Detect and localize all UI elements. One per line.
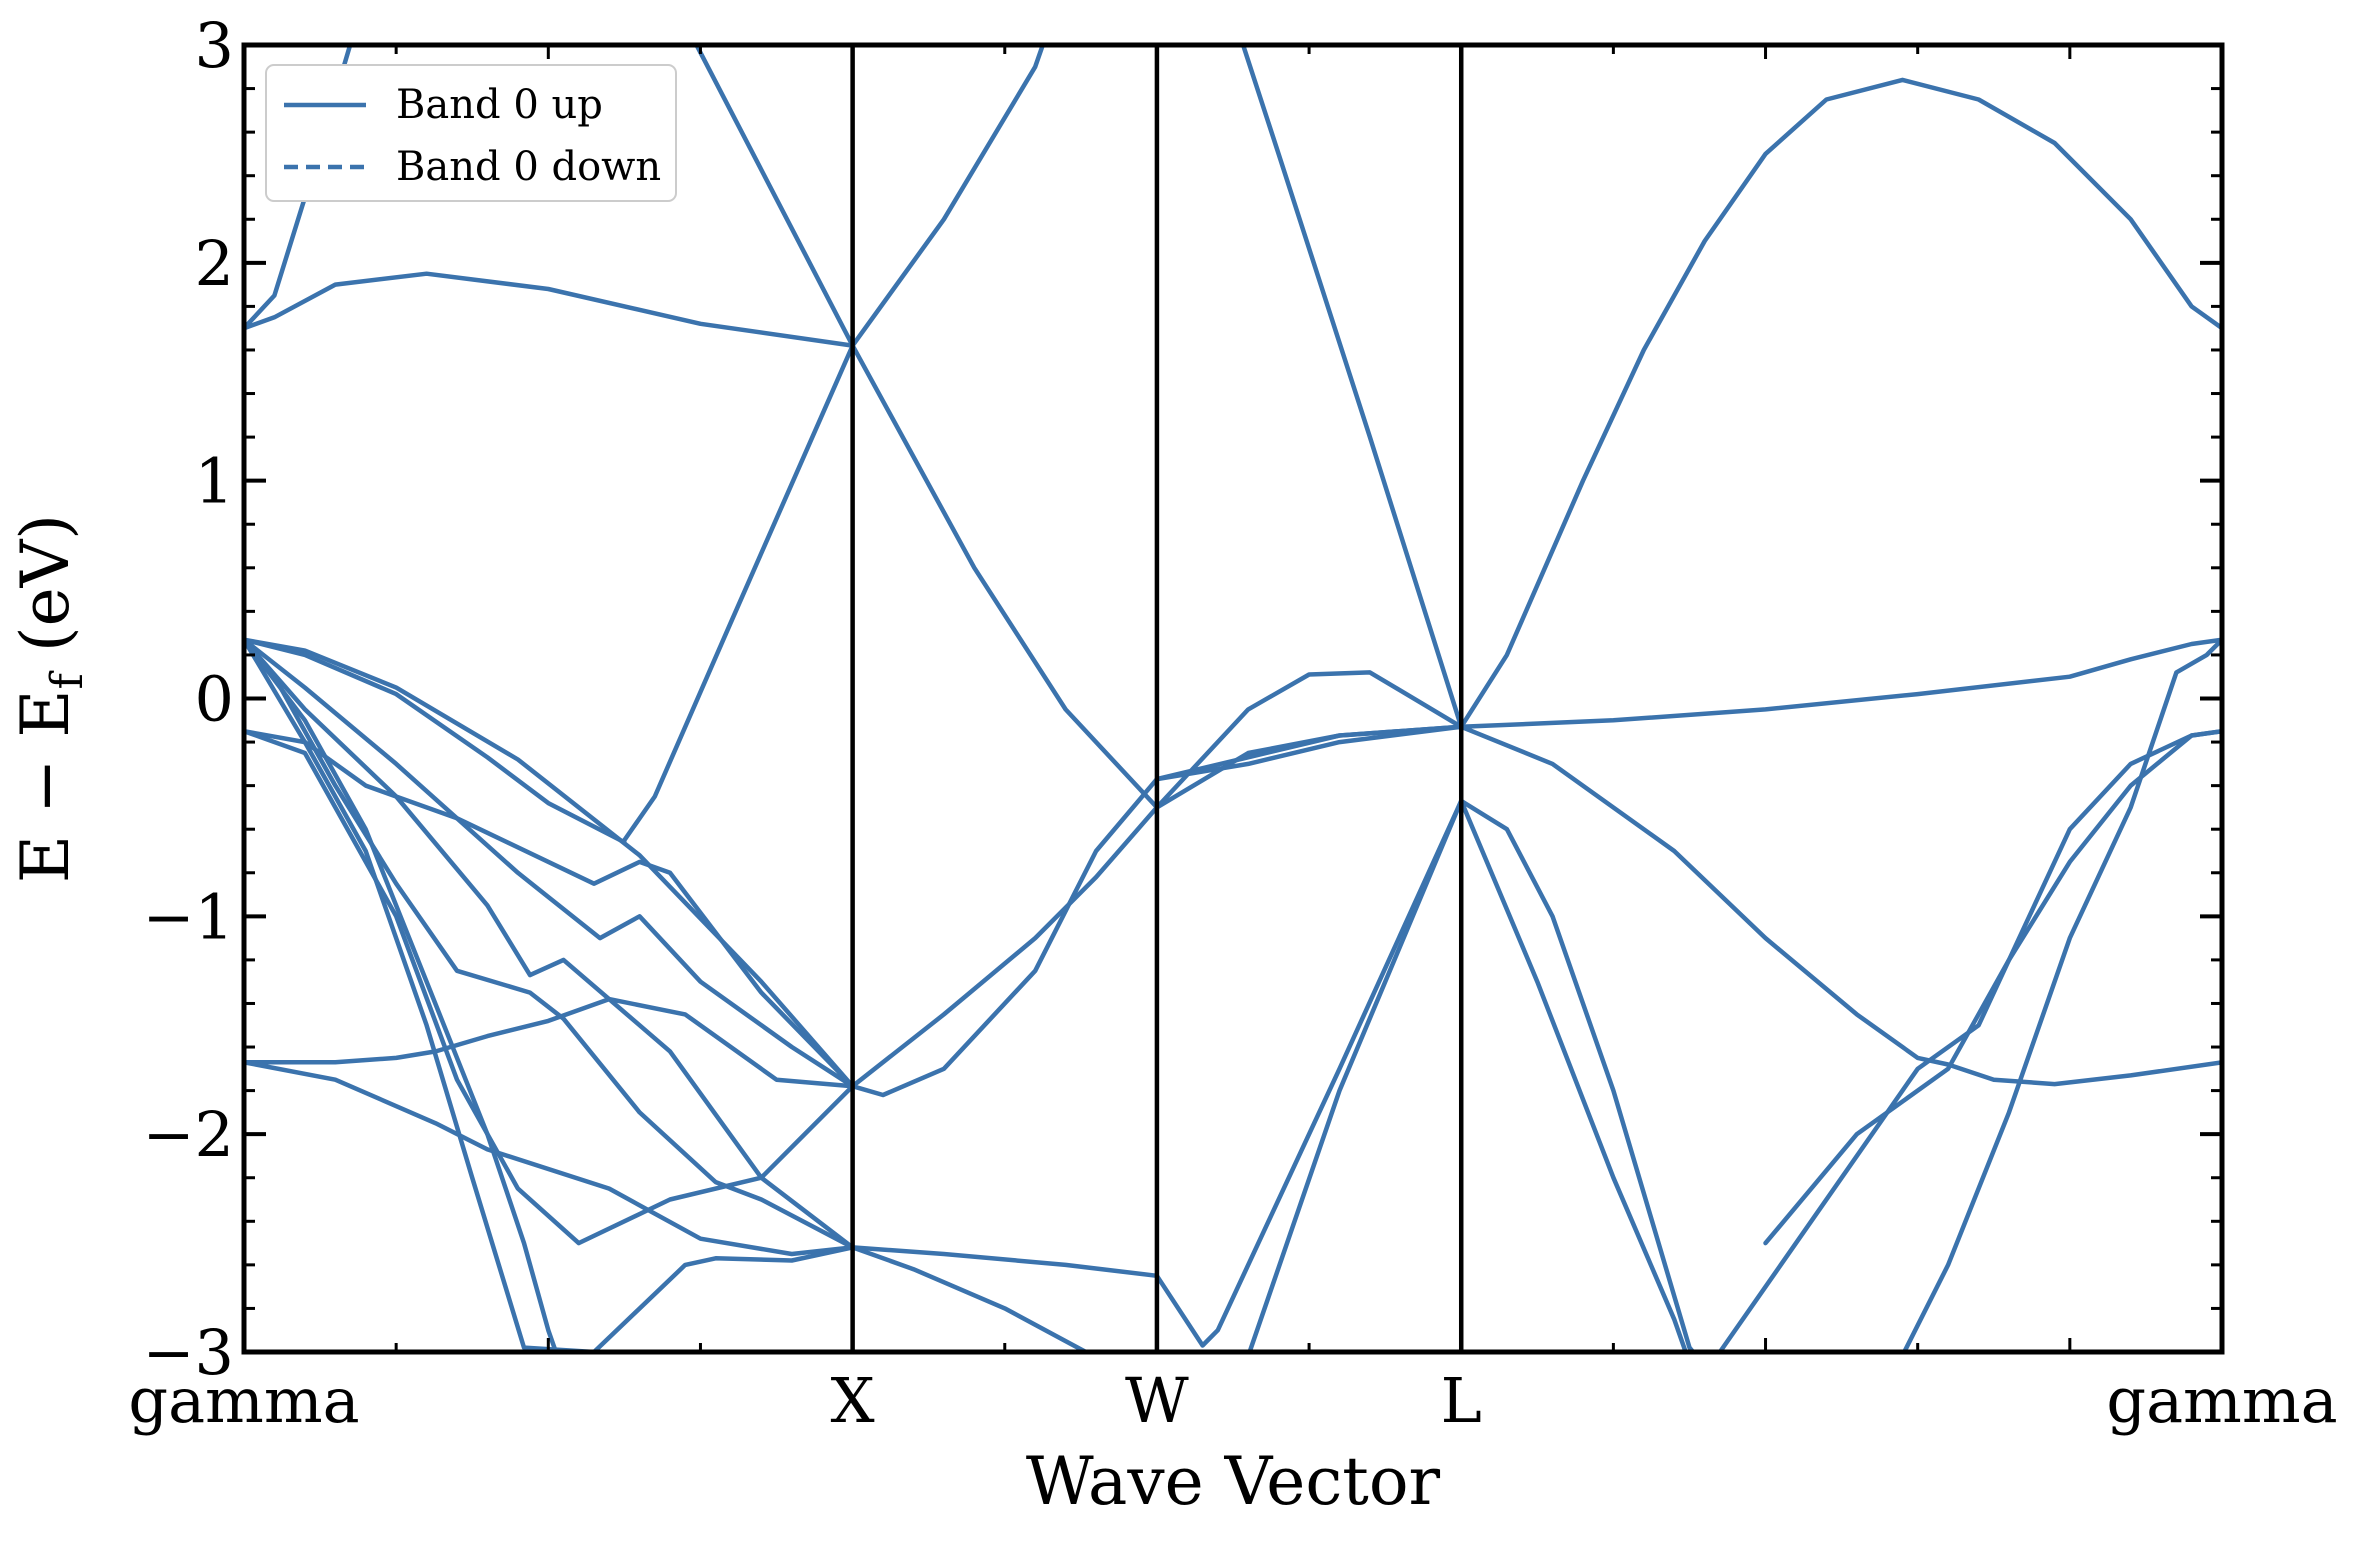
y-axis-label: E − Ef (eV) [7, 514, 93, 883]
legend-label-band-0-down: Band 0 down [396, 144, 661, 190]
ytick-label: −3 [143, 1316, 234, 1389]
ytick-label: 2 [195, 227, 234, 300]
ytick-label: −1 [143, 880, 234, 953]
band-line-3 [850, 45, 1046, 348]
y-axis-label-subscript: f [42, 670, 93, 689]
kpoint-label-4: gamma [2106, 1364, 2337, 1437]
band-line-23 [1154, 798, 1464, 1348]
band-line-20 [1154, 724, 1464, 810]
band-line-7 [244, 637, 855, 1089]
kpoint-label-0: gamma [128, 1364, 359, 1437]
ytick-label: 0 [195, 663, 234, 736]
band-line-19 [850, 1245, 1091, 1352]
y-axis-label-main: E − E [7, 689, 84, 883]
bands-layer [244, 45, 2222, 1352]
ytick-label: 3 [195, 9, 234, 82]
band-line-31 [1763, 728, 2222, 1246]
band-line-29 [1458, 724, 2222, 1087]
kpoint-label-3: L [1441, 1364, 1482, 1437]
band-line-0 [244, 271, 855, 348]
band-line-9 [244, 637, 855, 1250]
band-line-30 [1901, 637, 2222, 1352]
svg-text:E − Ef (eV): E − Ef (eV) [7, 514, 93, 883]
band-line-28 [1458, 637, 2222, 730]
band-line-24 [1247, 798, 1464, 1352]
legend-box [265, 64, 677, 202]
band-line-27 [1458, 77, 2222, 730]
band-line-15 [244, 1060, 855, 1257]
band-line-2 [693, 45, 1160, 810]
band-line-8 [244, 637, 855, 1250]
axis-ticks [244, 43, 2222, 1354]
band-line-21 [1154, 724, 1464, 782]
band-line-14 [244, 996, 855, 1089]
band-line-13 [244, 728, 855, 1246]
band-line-10 [244, 637, 559, 1352]
y-tick-labels: −3 −2 −1 0 1 2 3 [143, 9, 234, 1389]
band-line-11 [244, 637, 855, 1352]
high-symmetry-lines [850, 45, 1464, 1352]
kpoint-label-2: W [1125, 1364, 1189, 1437]
band-line-26 [1458, 728, 2222, 1352]
ytick-label: −2 [143, 1098, 234, 1171]
band-line-6 [244, 637, 855, 1089]
band-line-18 [850, 1245, 1160, 1279]
legend: Band 0 up Band 0 down [265, 64, 677, 202]
band-line-4 [622, 343, 855, 843]
ytick-label: 1 [195, 445, 234, 518]
kpoint-label-1: X [831, 1364, 875, 1437]
plot-frame [241, 42, 2225, 1355]
x-axis-label: Wave Vector [1026, 1443, 1441, 1520]
band-line-22 [1240, 45, 1464, 730]
band-line-12 [244, 728, 855, 1089]
legend-label-band-0-up: Band 0 up [396, 82, 603, 128]
band-line-5 [244, 637, 627, 845]
y-axis-label-unit: (eV) [7, 514, 84, 673]
